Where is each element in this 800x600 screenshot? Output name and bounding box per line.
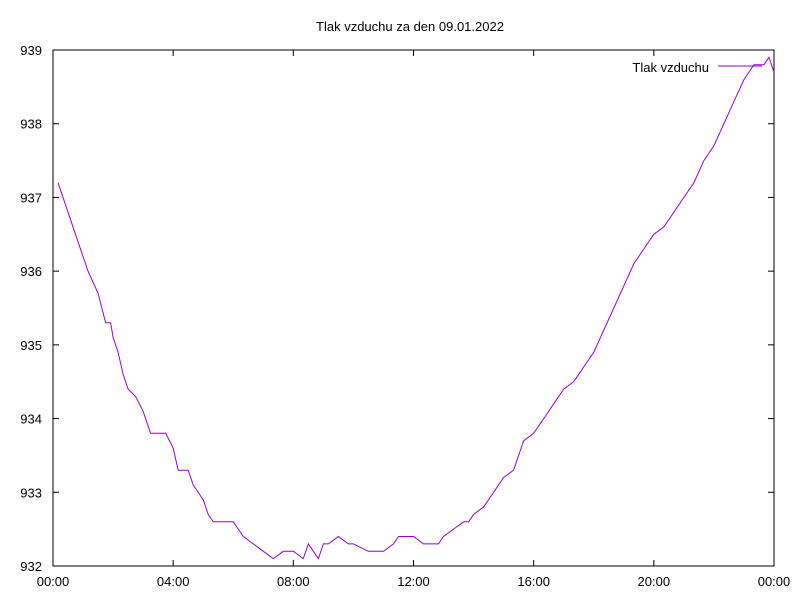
x-tick-label: 12:00 [397,574,430,589]
y-tick-label: 936 [20,264,42,279]
y-tick-label: 934 [20,412,42,427]
x-tick-label: 00:00 [758,574,791,589]
x-tick-label: 00:00 [37,574,70,589]
legend-label: Tlak vzduchu [632,60,709,75]
legend: Tlak vzduchu [632,60,762,75]
x-tick-label: 04:00 [157,574,190,589]
x-axis-tick-labels: 00:00 04:00 08:00 12:00 16:00 20:00 00:00 [37,574,791,589]
y-tick-label: 937 [20,190,42,205]
plot-frame [52,49,775,567]
y-tick-label: 935 [20,338,42,353]
axis-ticks [52,49,775,567]
y-axis-tick-labels: 932 933 934 935 936 937 938 939 [20,43,42,574]
series-line-tlak-vzduchu [57,56,775,560]
y-tick-label: 932 [20,559,42,574]
x-tick-label: 08:00 [277,574,310,589]
x-tick-label: 20:00 [638,574,671,589]
x-tick-label: 16:00 [517,574,550,589]
chart-title: Tlak vzduchu za den 09.01.2022 [316,19,504,34]
y-tick-label: 938 [20,117,42,132]
y-tick-label: 939 [20,43,42,58]
y-tick-label: 933 [20,485,42,500]
